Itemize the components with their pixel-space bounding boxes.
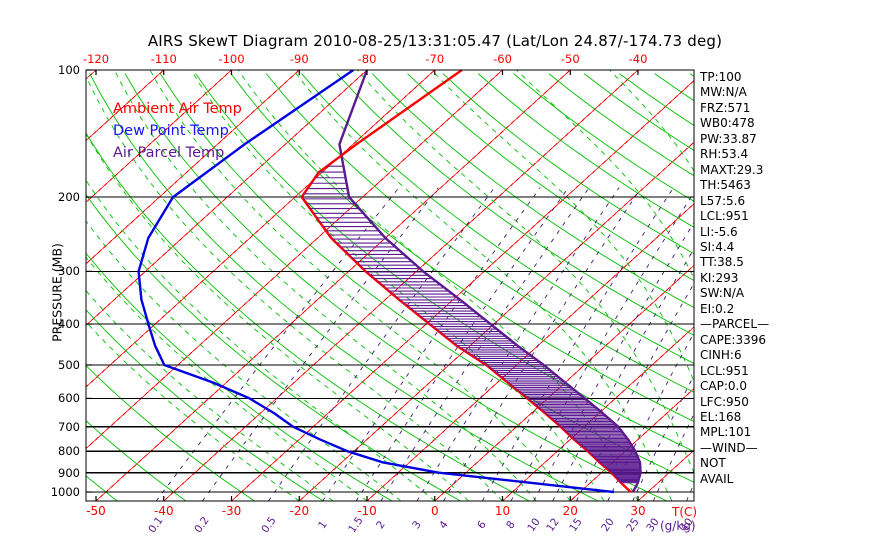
pressure-tick-200: 200 [58,190,80,205]
legend-air-parcel-temp: Air Parcel Temp [113,145,225,161]
index-row-24: —WIND— [700,440,758,455]
top-temp-tick-4: -80 [357,52,377,66]
bottom-temp-tick-3: -20 [289,504,310,518]
pressure-tick-100: 100 [58,63,80,77]
index-row-12: TT:38.5 [700,255,744,270]
index-row-21: LFC:950 [700,394,749,409]
pressure-tick-1000: 1000 [50,485,80,500]
index-row-19: LCL:951 [700,363,749,378]
bottom-temp-tick-6: 10 [494,504,511,518]
temperature-axis-unit-label: T(C) [672,505,698,519]
index-row-18: CINH:6 [700,348,742,363]
index-row-15: EI:0.2 [700,301,735,316]
index-row-23: MPL:101 [700,425,752,440]
mixing-ratio-unit-label: (g/kg) [660,519,696,533]
pressure-tick-300: 300 [58,264,80,279]
pressure-tick-500: 500 [58,358,80,372]
index-row-22: EL:168 [700,409,742,424]
top-temp-tick-3: -90 [289,52,309,66]
index-row-26: AVAIL [700,471,734,486]
bottom-temp-tick-5: 0 [430,504,439,518]
top-temp-tick-5: -70 [425,52,445,66]
bottom-temperature-axis: -50 -40 -30 -20 -10 0 10 20 30 [0,504,870,520]
bottom-temp-tick-0: -50 [86,504,106,518]
bottom-temp-tick-7: 20 [562,504,578,518]
index-row-13: KI:293 [700,270,739,285]
index-row-1: MW:N/A [700,85,747,100]
index-row-5: RH:53.4 [700,147,749,162]
page-title: AIRS SkewT Diagram 2010-08-25/13:31:05.4… [147,32,723,50]
bottom-temp-tick-2: -30 [221,504,242,518]
index-row-17: CAPE:3396 [700,332,766,347]
pressure-tick-400: 400 [58,317,80,332]
index-row-6: MAXT:29.3 [700,162,764,177]
top-temp-tick-2: -100 [218,52,245,66]
index-row-8: L57:5.6 [700,193,746,208]
index-row-11: SI:4.4 [700,239,735,254]
legend-ambient-air-temp: Ambient Air Temp [113,101,242,117]
index-row-7: TH:5463 [700,178,751,193]
index-row-16: —PARCEL— [700,317,770,332]
bottom-temp-tick-8: 30 [630,504,646,518]
pressure-tick-700: 700 [58,419,80,434]
legend-dew-point-temp: Dew Point Temp [113,123,229,139]
pressure-tick-800: 800 [58,444,80,459]
index-row-2: FRZ:571 [700,100,751,115]
index-row-3: WB0:478 [700,116,755,131]
top-temp-tick-0: -120 [82,52,110,66]
index-row-4: PW:33.87 [700,131,757,146]
sounding-indices-panel: TP:100 MW:N/A FRZ:571 WB0:478 PW:33.87 RH:53.… [700,70,810,487]
bottom-temp-tick-4: -10 [357,504,377,518]
top-temp-tick-6: -60 [493,52,512,66]
index-row-20: CAP:0.0 [700,379,747,394]
index-row-9: LCL:951 [700,209,749,224]
index-row-25: NOT [700,456,726,471]
index-row-0: TP:100 [700,70,742,84]
top-temp-tick-8: -40 [628,52,648,66]
pressure-tick-900: 900 [58,465,80,480]
top-temperature-axis: -120 -110 -100 -90 -80 -70 -60 -50 -40 [0,52,870,68]
index-row-10: LI:-5.6 [700,224,738,239]
top-temp-tick-1: -110 [150,52,177,66]
top-temp-tick-7: -50 [560,52,580,66]
pressure-tick-600: 600 [58,391,80,406]
bottom-temp-tick-1: -40 [153,504,174,518]
index-row-14: SW:N/A [700,286,745,301]
